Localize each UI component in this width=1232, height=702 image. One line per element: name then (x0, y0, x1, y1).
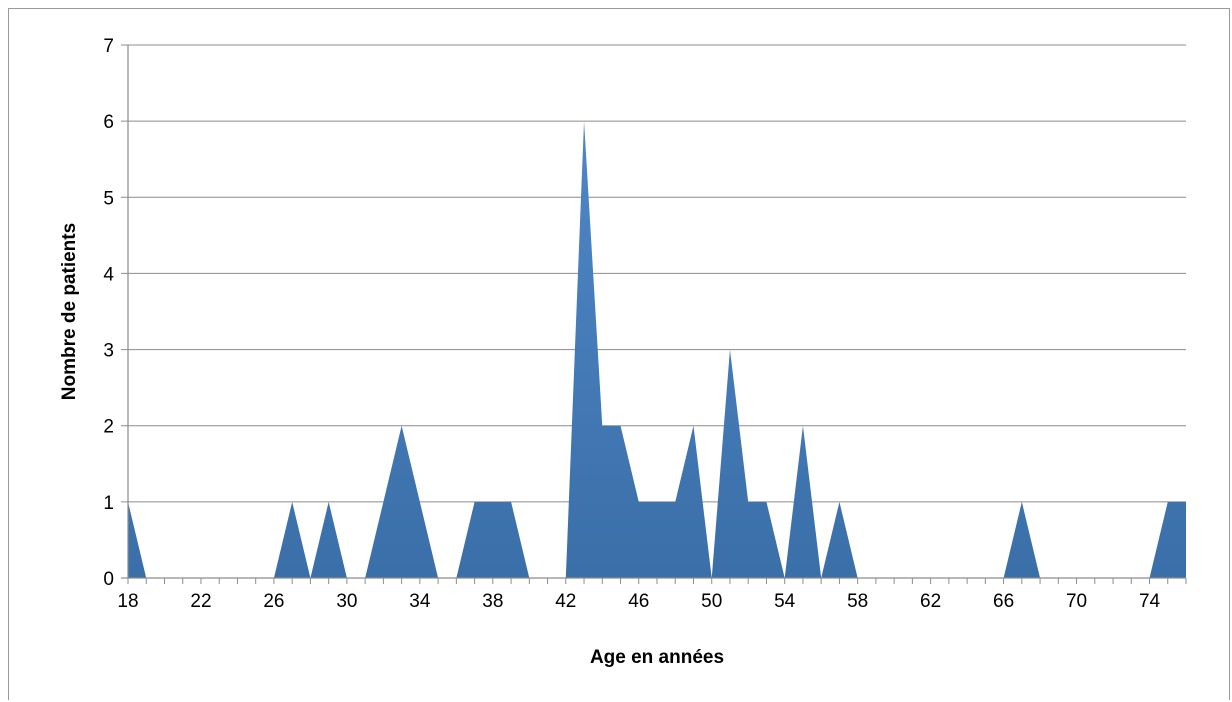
x-tick-label: 46 (628, 591, 649, 612)
x-tick-label: 38 (482, 591, 503, 612)
x-tick-label: 50 (701, 591, 722, 612)
x-tick-label: 34 (409, 591, 431, 612)
x-tick-label: 66 (993, 591, 1014, 612)
x-tick-label: 18 (117, 591, 138, 612)
x-tick-label: 26 (263, 591, 284, 612)
axes (121, 45, 1187, 584)
y-tick-label: 2 (103, 417, 114, 438)
x-tick-label: 58 (847, 591, 868, 612)
x-axis-title: Age en années (590, 647, 724, 668)
x-tick-label: 22 (190, 591, 211, 612)
y-tick-label: 6 (103, 112, 114, 133)
x-tick-label: 54 (774, 591, 796, 612)
x-tick-label: 74 (1139, 591, 1161, 612)
x-tick-label: 70 (1066, 591, 1087, 612)
x-tick-label: 62 (920, 591, 941, 612)
y-tick-label: 3 (103, 341, 114, 362)
y-tick-label: 4 (103, 264, 114, 285)
y-tick-label: 1 (103, 493, 114, 514)
grid-lines (121, 44, 1186, 503)
x-tick-label: 42 (555, 591, 576, 612)
x-tick-label: 30 (336, 591, 357, 612)
y-axis-title: Nombre de patients (59, 223, 80, 400)
chart-frame: 0 1 2 3 4 5 6 7 18 22 26 30 34 38 42 46 50 54 58 62 66 70 74 A… (8, 8, 1230, 700)
y-tick-label: 7 (103, 36, 114, 57)
y-tick-label: 0 (103, 569, 114, 590)
y-tick-label: 5 (103, 188, 114, 209)
